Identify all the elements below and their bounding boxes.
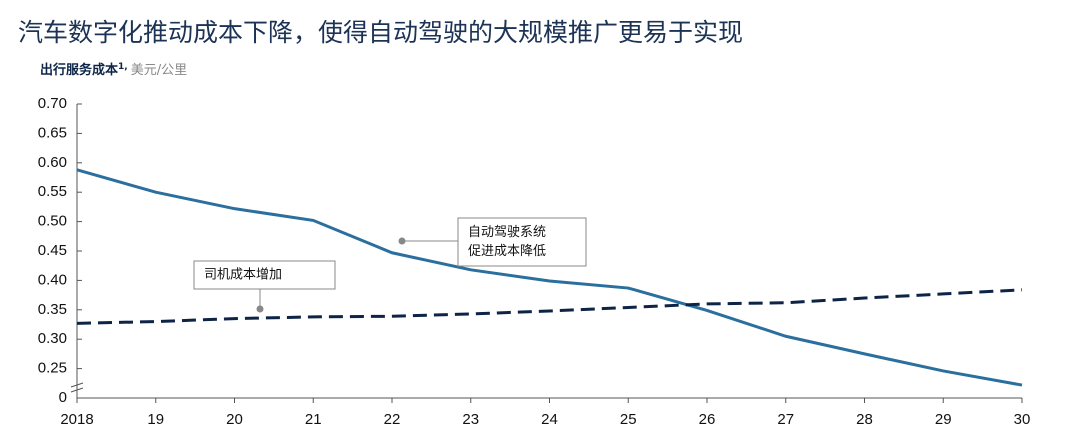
- x-tick-label: 24: [541, 411, 558, 428]
- annotation-text: 自动驾驶系统: [468, 225, 546, 240]
- annotation-text: 促进成本降低: [468, 244, 546, 259]
- chart-title: 汽车数字化推动成本下降，使得自动驾驶的大规模推广更易于实现: [18, 18, 743, 47]
- x-tick-label: 20: [226, 411, 243, 428]
- x-tick-label: 19: [147, 411, 164, 428]
- y-tick-label: 0: [59, 389, 67, 406]
- x-tick-label: 25: [620, 411, 637, 428]
- y-tick-label: 0.45: [38, 242, 67, 259]
- x-tick-label: 23: [462, 411, 479, 428]
- y-unit: 美元/公里: [131, 63, 187, 78]
- y-tick-label: 0.60: [38, 154, 67, 171]
- series-line: [76, 168, 1023, 387]
- y-tick-label: 0.25: [38, 360, 67, 377]
- x-tick-label: 30: [1014, 411, 1031, 428]
- y-tick-label: 0.70: [38, 95, 67, 112]
- y-tick-label: 0.30: [38, 330, 67, 347]
- series-line: [76, 288, 1023, 325]
- annotation: 司机成本增加: [193, 260, 336, 313]
- y-axis-label: 出行服务成本1, 美元/公里: [40, 62, 187, 78]
- x-tick-label: 22: [384, 411, 401, 428]
- x-tick-label: 27: [777, 411, 794, 428]
- y-tick-label: 0.40: [38, 271, 67, 288]
- y-tick-label: 0.50: [38, 213, 67, 230]
- footnote: 1,: [118, 62, 128, 72]
- y-tick-label: 0.65: [38, 124, 67, 141]
- x-tick-label: 2018: [60, 411, 93, 428]
- axis-break: [70, 382, 84, 393]
- x-tick-label: 28: [856, 411, 873, 428]
- annotation-box: [193, 260, 336, 290]
- annotation-text: 司机成本增加: [204, 268, 282, 283]
- annotation-box: [457, 217, 587, 267]
- annotation-dot: [256, 305, 264, 313]
- y-tick-label: 0.55: [38, 183, 67, 200]
- annotation-dot: [398, 237, 406, 245]
- x-tick-label: 26: [699, 411, 716, 428]
- y-label: 出行服务成本: [40, 62, 118, 78]
- x-tick-label: 21: [305, 411, 322, 428]
- y-tick-label: 0.35: [38, 301, 67, 318]
- x-tick-label: 29: [935, 411, 952, 428]
